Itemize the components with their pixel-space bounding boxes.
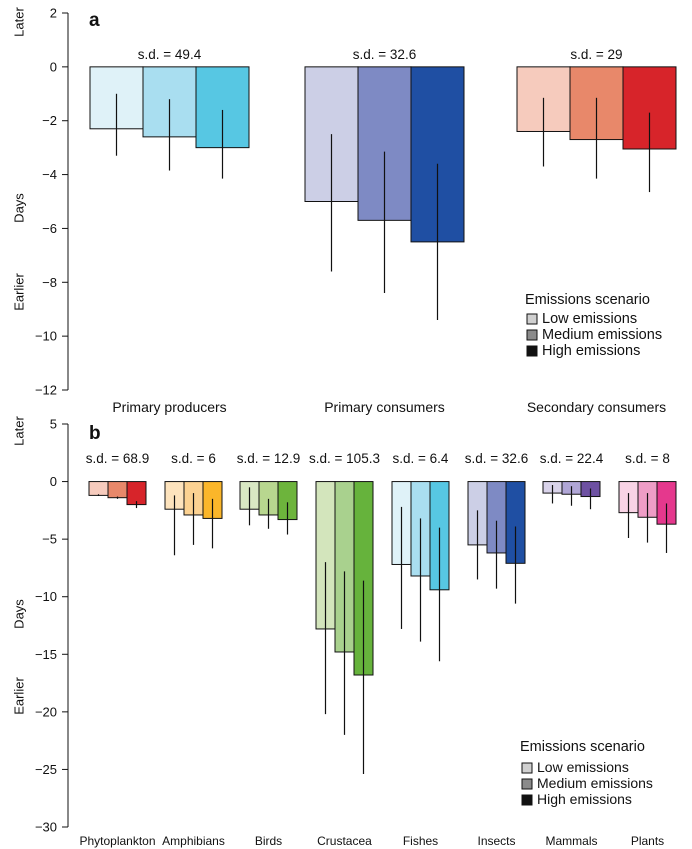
y-tick-label: −8 [42,275,57,290]
category-label: Fishes [403,834,438,848]
sd-label: s.d. = 68.9 [86,451,149,466]
sd-label: s.d. = 22.4 [540,451,604,466]
legend-label: High emissions [537,791,632,807]
y-axis-label-later: Later [11,7,26,37]
legend-swatch [526,329,538,341]
legend-swatch [521,794,533,806]
y-tick-label: 5 [50,417,57,432]
category-label: Insects [477,834,515,848]
y-tick-label: −20 [35,704,57,719]
y-tick-label: −25 [35,762,57,777]
sd-label: s.d. = 8 [625,451,670,466]
bar [107,481,128,499]
legend-swatch [521,762,533,774]
y-tick-label: −2 [42,113,57,128]
legend-title: Emissions scenario [525,292,650,308]
y-tick-label: −5 [42,532,57,547]
y-tick-label: −15 [35,647,57,662]
category-label: Phytoplankton [79,834,155,848]
y-tick-label: −10 [35,329,57,344]
y-tick-label: 0 [50,59,57,74]
legend-label: Medium emissions [542,327,662,343]
sd-label: s.d. = 6.4 [393,451,449,466]
y-axis-label-days: Days [11,193,26,223]
category-label: Birds [255,834,282,848]
y-tick-label: −4 [42,167,57,182]
legend-label: Low emissions [542,311,637,327]
y-axis-label-later: Later [11,416,26,446]
legend-label: High emissions [542,343,640,359]
sd-label: s.d. = 12.9 [237,451,300,466]
panel-letter: a [89,10,100,31]
legend-swatch [521,778,533,790]
category-label: Secondary consumers [527,399,666,415]
sd-label: s.d. = 49.4 [138,47,202,62]
category-label: Amphibians [162,834,225,848]
y-tick-label: −10 [35,589,57,604]
y-tick-label: 0 [50,474,57,489]
y-axis-label-days: Days [11,599,26,629]
legend-label: Low emissions [537,759,629,775]
y-tick-label: −30 [35,820,57,835]
y-axis-label-earlier: Earlier [11,273,26,311]
y-tick-label: −12 [35,383,57,398]
legend-swatch [526,345,538,357]
y-tick-label: 2 [50,6,57,21]
bar [88,481,109,496]
category-label: Primary producers [112,399,226,415]
sd-label: s.d. = 32.6 [465,451,528,466]
panel-letter: b [89,423,101,444]
sd-label: s.d. = 29 [570,47,622,62]
y-axis-label-earlier: Earlier [11,677,26,715]
legend-swatch [526,313,538,325]
sd-label: s.d. = 105.3 [309,451,380,466]
category-label: Plants [631,834,664,848]
y-tick-label: −6 [42,221,57,236]
legend-title: Emissions scenario [520,739,645,755]
category-label: Crustacea [317,834,372,848]
category-label: Mammals [545,834,597,848]
sd-label: s.d. = 6 [171,451,216,466]
sd-label: s.d. = 32.6 [353,47,416,62]
legend-label: Medium emissions [537,775,653,791]
category-label: Primary consumers [324,399,445,415]
